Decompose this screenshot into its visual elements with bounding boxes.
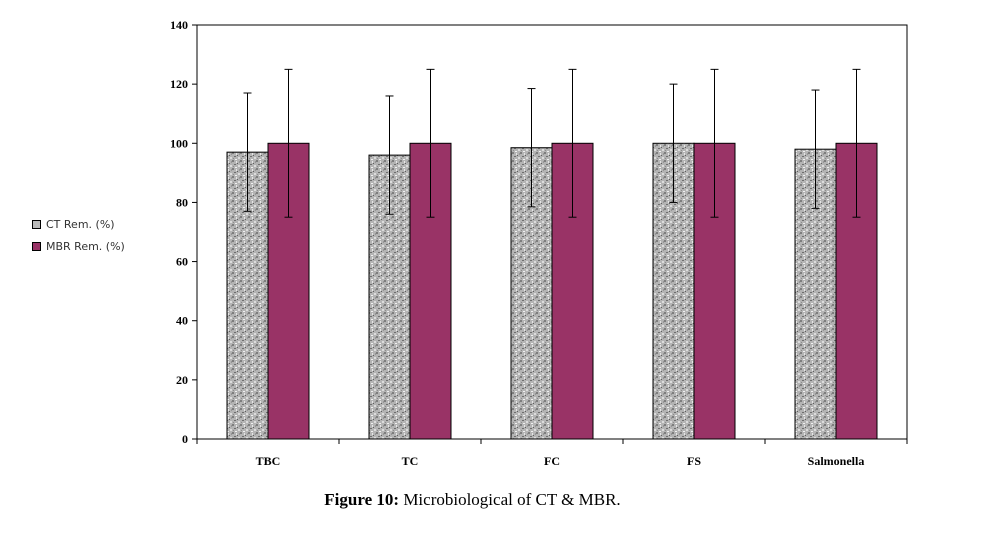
x-tick-label: TBC [256,454,281,468]
caption-label: Figure 10: [324,490,400,509]
legend-item-ct: CT Rem. (%) [32,213,125,235]
y-tick-label: 60 [176,255,188,269]
y-tick-label: 100 [170,136,188,150]
y-tick-label: 0 [182,432,188,446]
legend: CT Rem. (%) MBR Rem. (%) [32,213,125,257]
x-tick-label: TC [402,454,419,468]
caption-text: Microbiological of CT & MBR. [399,490,621,509]
x-tick-label: FC [544,454,560,468]
legend-label-mbr: MBR Rem. (%) [46,239,125,253]
x-tick-label: Salmonella [808,454,865,468]
legend-label-ct: CT Rem. (%) [46,217,115,231]
y-tick-label: 140 [170,18,188,32]
figure-caption: Figure 10: Microbiological of CT & MBR. [0,490,945,510]
legend-swatch-mbr [32,241,41,251]
y-tick-label: 20 [176,373,188,387]
legend-swatch-ct [32,219,41,229]
x-tick-label: FS [687,454,701,468]
y-tick-label: 120 [170,77,188,91]
legend-item-mbr: MBR Rem. (%) [32,235,125,257]
y-tick-label: 40 [176,314,188,328]
y-tick-label: 80 [176,195,188,209]
